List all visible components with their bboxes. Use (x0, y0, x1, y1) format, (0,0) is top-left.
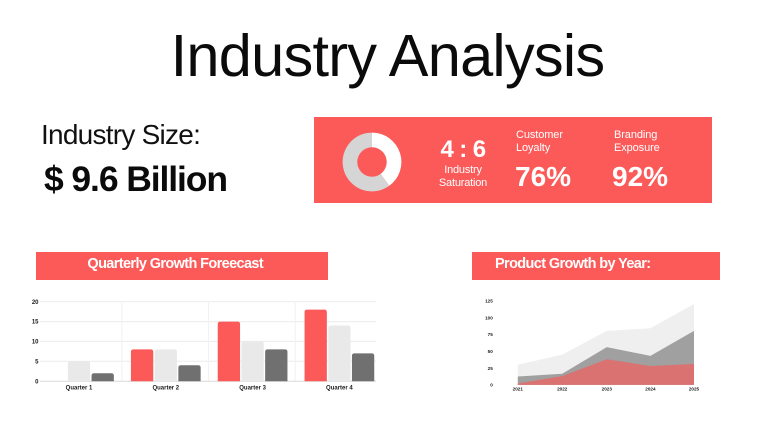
svg-text:2025: 2025 (689, 386, 700, 391)
svg-text:20: 20 (32, 300, 39, 306)
svg-text:Quarter 4: Quarter 4 (326, 385, 353, 391)
svg-text:100: 100 (485, 315, 493, 320)
svg-text:2024: 2024 (645, 386, 656, 391)
svg-text:10: 10 (32, 340, 39, 346)
svg-text:Quarter 2: Quarter 2 (152, 385, 179, 391)
svg-text:Quarter 1: Quarter 1 (66, 385, 93, 391)
svg-text:2022: 2022 (557, 386, 568, 391)
svg-text:15: 15 (32, 320, 39, 326)
svg-text:0: 0 (490, 382, 493, 387)
svg-text:5: 5 (35, 359, 39, 365)
svg-text:75: 75 (488, 332, 494, 337)
svg-text:Quarter 3: Quarter 3 (239, 385, 266, 391)
svg-text:2021: 2021 (513, 386, 524, 391)
svg-text:50: 50 (488, 349, 494, 354)
svg-text:25: 25 (488, 366, 494, 371)
svg-text:125: 125 (485, 298, 493, 303)
svg-text:0: 0 (35, 379, 39, 385)
svg-text:2023: 2023 (602, 386, 613, 391)
